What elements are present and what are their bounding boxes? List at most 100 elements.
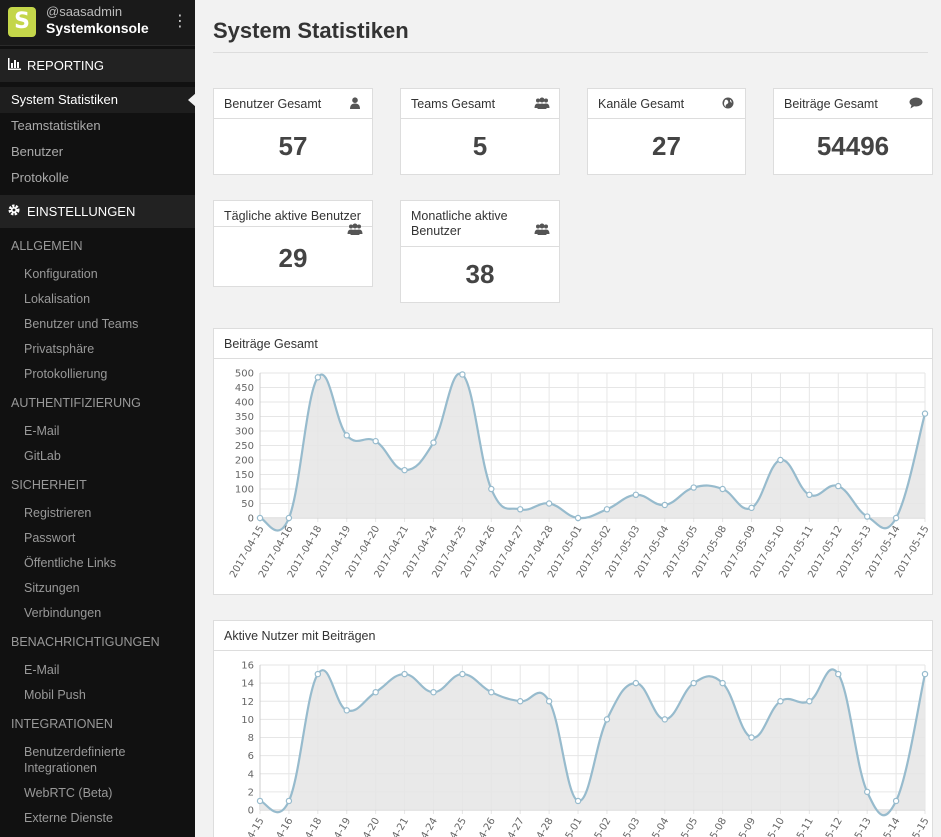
y-tick-label: 350 bbox=[235, 412, 254, 423]
sidebar-item-setting[interactable]: Benutzerdefinierte Integrationen bbox=[24, 745, 126, 775]
sidebar-item-reporting[interactable]: Benutzer bbox=[11, 144, 64, 159]
sidebar-group-label: SICHERHEIT bbox=[11, 478, 87, 492]
data-point bbox=[661, 716, 668, 723]
card-total-channels: Kanäle Gesamt 27 bbox=[587, 88, 746, 175]
menu-icon[interactable]: ⋮ bbox=[172, 13, 188, 30]
sidebar-item-setting[interactable]: Protokollierung bbox=[24, 367, 108, 381]
page-title: System Statistiken bbox=[213, 18, 409, 43]
card-value: 27 bbox=[652, 131, 681, 161]
data-point bbox=[401, 466, 408, 474]
card-total-teams: Teams Gesamt 5 bbox=[400, 88, 560, 175]
sidebar-item-setting[interactable]: Öffentliche Links bbox=[24, 556, 117, 570]
sidebar-item-reporting[interactable]: Protokolle bbox=[11, 170, 69, 185]
section-reporting: REPORTING bbox=[0, 49, 195, 82]
data-point bbox=[314, 374, 322, 381]
data-point bbox=[835, 482, 842, 490]
data-point bbox=[835, 670, 842, 678]
chart-total-posts: Beiträge Gesamt 0 50 100 150 200 250 300 350 400… bbox=[213, 328, 933, 595]
data-point bbox=[921, 670, 929, 678]
sidebar-group-label: INTEGRATIONEN bbox=[11, 717, 113, 731]
card-label: Kanäle Gesamt bbox=[598, 97, 685, 111]
data-point bbox=[690, 484, 697, 491]
sidebar-item-setting[interactable]: Lokalisation bbox=[24, 292, 91, 306]
data-point bbox=[285, 797, 293, 805]
sidebar-item-setting[interactable]: E-Mail bbox=[24, 424, 60, 438]
sidebar-item-setting[interactable]: Privatsphäre bbox=[24, 342, 95, 356]
team-logo[interactable]: S bbox=[8, 7, 36, 37]
data-point bbox=[574, 514, 582, 522]
users-icon bbox=[534, 223, 550, 237]
y-tick-label: 8 bbox=[248, 733, 254, 744]
card-label: Benutzer Gesamt bbox=[224, 97, 322, 111]
user-icon bbox=[349, 97, 363, 111]
card-value: 38 bbox=[465, 259, 495, 289]
data-point bbox=[719, 679, 726, 687]
comment-icon bbox=[909, 97, 923, 111]
sidebar-item-setting[interactable]: Externe Dienste bbox=[24, 811, 113, 825]
sidebar-group-label: BENACHRICHTIGUNGEN bbox=[11, 635, 160, 649]
data-point bbox=[603, 506, 611, 513]
data-point bbox=[863, 788, 871, 796]
data-point bbox=[517, 698, 524, 705]
y-tick-label: 6 bbox=[248, 751, 254, 762]
data-point bbox=[459, 670, 466, 678]
sidebar-group-label: AUTHENTIFIZIERUNG bbox=[11, 396, 141, 410]
card-value: 29 bbox=[278, 243, 308, 273]
y-tick-label: 450 bbox=[235, 383, 254, 394]
y-tick-label: 100 bbox=[235, 485, 254, 496]
card-label: Monatliche aktive Benutzer bbox=[411, 209, 508, 238]
data-point bbox=[545, 698, 553, 705]
y-tick-label: 4 bbox=[248, 769, 254, 780]
y-tick-label: 400 bbox=[235, 398, 254, 409]
sidebar-item-setting[interactable]: Benutzer und Teams bbox=[24, 317, 139, 331]
sidebar-item-reporting[interactable]: System Statistiken bbox=[0, 87, 195, 113]
sidebar-item-setting[interactable]: Passwort bbox=[24, 531, 76, 545]
y-tick-label: 0 bbox=[248, 514, 254, 525]
x-tick-label: 2017-04-15 bbox=[228, 816, 267, 837]
section-settings: EINSTELLUNGEN bbox=[0, 195, 195, 228]
data-point bbox=[314, 670, 322, 678]
series-line bbox=[259, 668, 927, 817]
y-tick-label: 14 bbox=[241, 679, 254, 690]
chart-active-users-svg: 02468101214162017-04-152017-04-162017-04… bbox=[228, 661, 932, 837]
card-total-users: Benutzer Gesamt 57 bbox=[213, 88, 373, 175]
sidebar-item-setting[interactable]: Sitzungen bbox=[24, 581, 80, 595]
data-point bbox=[430, 688, 437, 696]
y-tick-label: 50 bbox=[241, 499, 254, 510]
sidebar-item-setting[interactable]: E-Mail bbox=[24, 663, 60, 677]
section-reporting-label: REPORTING bbox=[27, 58, 105, 73]
data-point bbox=[517, 506, 524, 513]
chart-total-posts-svg: 0501001502002503003504004505002017-04-15… bbox=[228, 369, 932, 580]
data-point bbox=[574, 797, 582, 805]
data-point bbox=[748, 734, 755, 741]
card-total-posts: Beiträge Gesamt 54496 bbox=[773, 88, 933, 175]
sidebar-item-reporting[interactable]: Teamstatistiken bbox=[11, 118, 101, 133]
data-point bbox=[343, 432, 350, 439]
data-point bbox=[690, 679, 697, 687]
y-tick-label: 150 bbox=[235, 470, 254, 481]
data-point bbox=[892, 514, 900, 522]
data-point bbox=[372, 437, 379, 445]
data-point bbox=[863, 513, 871, 520]
card-monthly-active-users: Monatliche aktive Benutzer 38 bbox=[400, 200, 560, 303]
card-daily-active-users: Tägliche aktive Benutzer 29 bbox=[213, 200, 373, 287]
y-tick-label: 200 bbox=[235, 456, 254, 467]
data-point bbox=[719, 485, 726, 493]
data-point bbox=[459, 371, 466, 378]
users-icon bbox=[347, 223, 363, 237]
data-point bbox=[603, 716, 611, 723]
chart-active-users: Aktive Nutzer mit Beiträgen 0 2 4 6 8 10 12 14 1… bbox=[213, 620, 933, 837]
data-point bbox=[777, 698, 784, 705]
sidebar-item-setting[interactable]: Registrieren bbox=[24, 506, 92, 520]
chart-title: Beiträge Gesamt bbox=[214, 329, 932, 359]
sidebar-item-setting[interactable]: Konfiguration bbox=[24, 267, 98, 281]
sidebar-item-setting[interactable]: GitLab bbox=[24, 449, 61, 463]
globe-icon bbox=[722, 97, 736, 111]
title-divider bbox=[213, 52, 928, 53]
data-point bbox=[806, 698, 813, 705]
sidebar-item-setting[interactable]: Verbindungen bbox=[24, 606, 102, 620]
y-tick-label: 0 bbox=[248, 806, 254, 817]
sidebar-item-setting[interactable]: WebRTC (Beta) bbox=[24, 786, 113, 800]
users-icon bbox=[534, 97, 550, 111]
sidebar-item-setting[interactable]: Mobil Push bbox=[24, 688, 86, 702]
